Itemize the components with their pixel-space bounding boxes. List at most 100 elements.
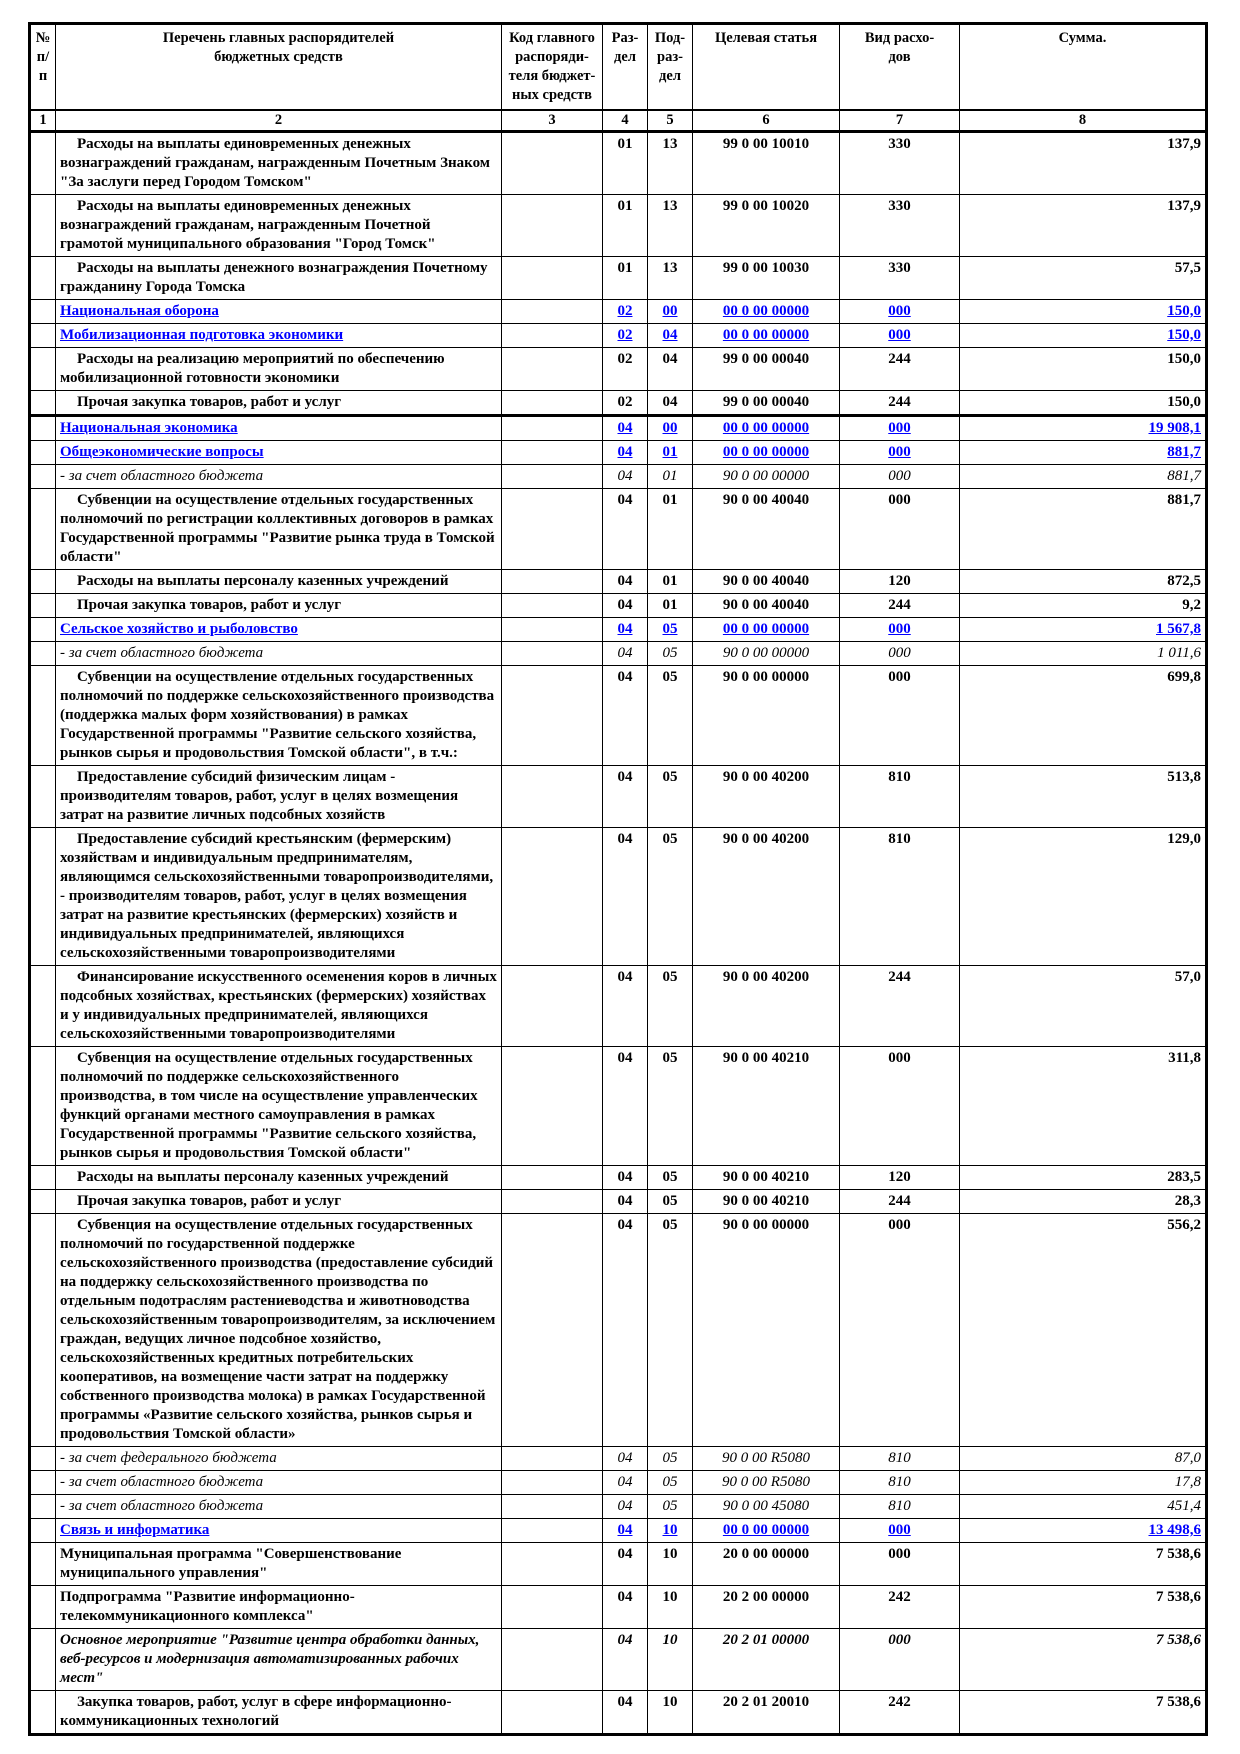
row-podrazdel-cell: 05 [647,1189,693,1214]
row-razdel-cell: 04 [602,641,648,666]
row-name-cell: Финансирование искусственного осеменения… [55,965,502,1047]
header-col-vid: Вид расхо- дов [839,23,960,111]
row-vid-cell: 330 [839,131,960,195]
row-target-cell: 90 0 00 00000 [692,665,840,766]
row-code-cell [501,1446,603,1471]
row-razdel-cell: 04 [602,1165,648,1190]
row-name-cell: - за счет областного бюджета [55,641,502,666]
row-code-cell [501,641,603,666]
row-number-cell [29,765,56,828]
row-name-cell: - за счет федерального бюджета [55,1446,502,1471]
row-razdel-cell: 04 [602,1628,648,1691]
table-row: Расходы на выплаты денежного вознагражде… [29,256,1207,300]
row-summa-cell: 129,0 [959,827,1207,966]
row-razdel-cell: 04 [602,1518,648,1543]
row-code-cell [501,1189,603,1214]
row-number-cell [29,1046,56,1166]
row-number-cell [29,1213,56,1447]
row-target-cell: 00 0 00 00000 [692,617,840,642]
table-header: № п/п Перечень главных распорядителей бю… [29,23,1207,133]
row-code-cell [501,440,603,465]
row-razdel-cell: 04 [602,440,648,465]
row-summa-cell: 150,0 [959,299,1207,324]
row-code-cell [501,464,603,489]
column-number: 7 [839,109,960,133]
row-number-cell [29,593,56,618]
row-razdel-cell: 04 [602,665,648,766]
table-row: - за счет областного бюджета 04 05 90 0 00 … [29,641,1207,666]
row-razdel-cell: 04 [602,827,648,966]
row-summa-cell: 451,4 [959,1494,1207,1519]
column-number: 2 [55,109,502,133]
row-razdel-cell: 04 [602,414,648,441]
table-row: Прочая закупка товаров, работ и услуг 02 0… [29,390,1207,416]
row-number-cell [29,665,56,766]
header-col-razdel: Раз- дел [602,23,648,111]
table-row: Национальная оборона 02 00 00 0 00 00000 000… [29,299,1207,324]
row-code-cell [501,347,603,391]
row-vid-cell: 000 [839,665,960,766]
row-summa-cell: 699,8 [959,665,1207,766]
row-target-cell: 90 0 00 40200 [692,827,840,966]
row-code-cell [501,488,603,570]
row-target-cell: 90 0 00 40040 [692,593,840,618]
row-name-cell: Субвенции на осуществление отдельных гос… [55,665,502,766]
row-number-cell [29,827,56,966]
row-vid-cell: 000 [839,440,960,465]
row-summa-cell: 57,5 [959,256,1207,300]
row-number-cell [29,194,56,257]
row-code-cell [501,1165,603,1190]
row-target-cell: 00 0 00 00000 [692,414,840,441]
row-vid-cell: 000 [839,1046,960,1166]
row-code-cell [501,1628,603,1691]
row-target-cell: 00 0 00 00000 [692,323,840,348]
row-podrazdel-cell: 01 [647,440,693,465]
row-code-cell [501,1542,603,1586]
row-target-cell: 90 0 00 00000 [692,1213,840,1447]
row-summa-cell: 881,7 [959,488,1207,570]
row-name-cell: Связь и информатика [55,1518,502,1543]
row-name-cell: Предоставление субсидий физическим лицам… [55,765,502,828]
row-target-cell: 20 2 01 00000 [692,1628,840,1691]
row-number-cell [29,488,56,570]
row-vid-cell: 810 [839,1446,960,1471]
row-name-cell: Расходы на выплаты персоналу казенных уч… [55,1165,502,1190]
row-target-cell: 99 0 00 00040 [692,347,840,391]
row-summa-cell: 283,5 [959,1165,1207,1190]
row-podrazdel-cell: 04 [647,347,693,391]
row-target-cell: 00 0 00 00000 [692,1518,840,1543]
row-podrazdel-cell: 00 [647,414,693,441]
row-vid-cell: 810 [839,1494,960,1519]
row-code-cell [501,323,603,348]
table-row: Связь и информатика 04 10 00 0 00 00000 000 1… [29,1518,1207,1543]
row-name-cell: Мобилизационная подготовка экономики [55,323,502,348]
row-code-cell [501,665,603,766]
row-code-cell [501,390,603,416]
row-target-cell: 90 0 00 40210 [692,1189,840,1214]
row-summa-cell: 13 498,6 [959,1518,1207,1543]
row-name-cell: Национальная оборона [55,299,502,324]
row-target-cell: 99 0 00 10020 [692,194,840,257]
row-vid-cell: 810 [839,1470,960,1495]
row-code-cell [501,256,603,300]
row-summa-cell: 17,8 [959,1470,1207,1495]
row-number-cell [29,1494,56,1519]
row-summa-cell: 7 538,6 [959,1542,1207,1586]
row-target-cell: 99 0 00 10010 [692,131,840,195]
table-row: - за счет областного бюджета 04 05 90 0 00 … [29,1494,1207,1519]
header-row: № п/п Перечень главных распорядителей бю… [29,23,1207,111]
row-target-cell: 20 2 01 20010 [692,1690,840,1735]
row-vid-cell: 000 [839,1518,960,1543]
row-podrazdel-cell: 04 [647,390,693,416]
row-podrazdel-cell: 00 [647,299,693,324]
column-number: 1 [29,109,56,133]
row-summa-cell: 57,0 [959,965,1207,1047]
row-vid-cell: 244 [839,1189,960,1214]
row-summa-cell: 7 538,6 [959,1690,1207,1735]
column-number: 5 [647,109,693,133]
row-target-cell: 90 0 00 40210 [692,1046,840,1166]
table-row: Субвенция на осуществление отдельных гос… [29,1046,1207,1166]
row-code-cell [501,569,603,594]
row-vid-cell: 000 [839,414,960,441]
row-podrazdel-cell: 05 [647,1446,693,1471]
